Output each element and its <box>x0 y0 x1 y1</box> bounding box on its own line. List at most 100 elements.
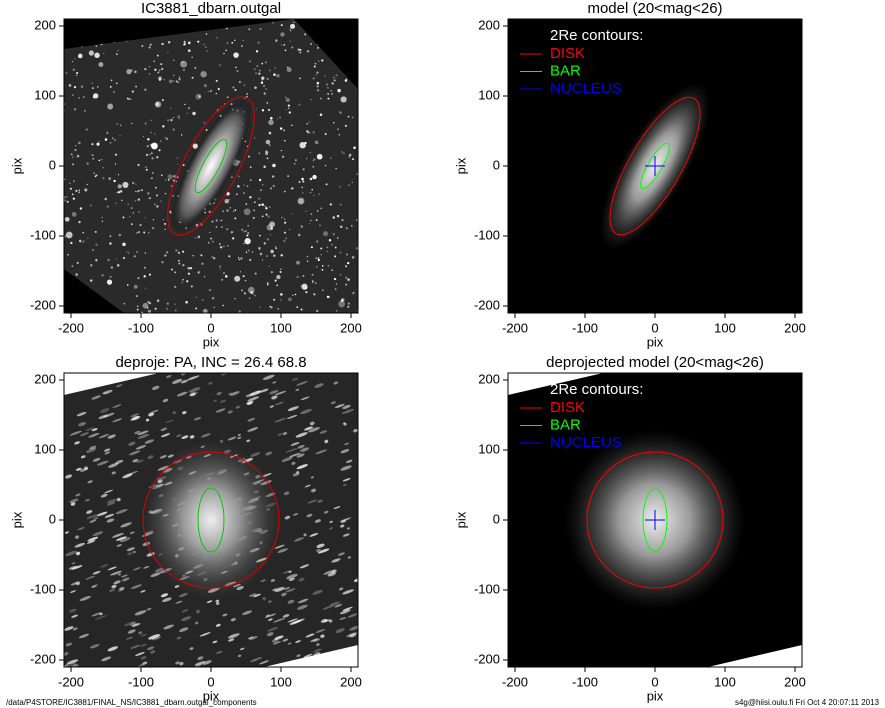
star <box>151 157 154 160</box>
streak <box>314 383 324 388</box>
x-tick-label: 100 <box>270 674 292 689</box>
star <box>98 159 101 162</box>
star <box>337 128 339 131</box>
star <box>163 78 165 81</box>
streak <box>108 588 116 592</box>
star <box>351 256 355 259</box>
star <box>310 98 312 101</box>
star <box>137 277 140 280</box>
star <box>339 273 342 276</box>
star <box>280 44 283 46</box>
star <box>267 215 270 218</box>
streak <box>65 550 77 557</box>
star <box>313 194 315 197</box>
star <box>319 97 322 100</box>
streak <box>100 564 109 568</box>
star <box>136 251 138 253</box>
star <box>162 219 165 221</box>
streak <box>176 636 182 640</box>
streak <box>265 451 273 456</box>
streak <box>99 612 103 616</box>
x-tick-label: -200 <box>502 674 528 689</box>
star <box>136 190 139 193</box>
star <box>258 247 261 250</box>
star <box>309 191 312 194</box>
star <box>164 228 166 231</box>
star <box>143 275 146 278</box>
star <box>327 265 330 267</box>
star <box>108 177 111 180</box>
x-tick-label: -200 <box>58 320 84 335</box>
star <box>353 146 356 150</box>
star <box>211 297 215 300</box>
x-tick-label: -100 <box>572 320 598 335</box>
star <box>235 66 237 69</box>
star <box>287 104 291 107</box>
star <box>328 239 332 242</box>
star <box>272 22 274 24</box>
star <box>314 282 317 285</box>
star <box>252 216 255 220</box>
streak <box>262 374 275 380</box>
star <box>144 252 147 254</box>
star <box>265 139 271 145</box>
star <box>244 97 246 99</box>
star <box>142 302 149 309</box>
star <box>273 298 276 301</box>
streak <box>250 658 257 663</box>
streak <box>303 533 307 537</box>
streak <box>333 506 341 510</box>
star <box>78 141 81 145</box>
star <box>101 220 104 222</box>
star <box>156 299 160 302</box>
star <box>115 202 117 204</box>
star <box>243 275 245 277</box>
streak <box>274 417 287 423</box>
star <box>82 231 85 234</box>
streak <box>247 396 260 402</box>
x-tick-label: 0 <box>207 320 214 335</box>
star <box>154 203 156 206</box>
star <box>119 124 122 127</box>
x-tick-label: -100 <box>128 320 154 335</box>
star <box>317 257 320 260</box>
star <box>82 96 85 98</box>
streak <box>277 548 288 553</box>
streak <box>299 564 310 569</box>
star <box>237 175 240 178</box>
streak <box>274 401 284 406</box>
streak <box>229 391 240 396</box>
streak <box>181 609 189 613</box>
streak <box>202 660 212 665</box>
streak <box>206 600 213 603</box>
star <box>71 60 74 63</box>
bar-contour <box>642 488 668 552</box>
streak <box>265 614 270 617</box>
star <box>326 246 329 249</box>
star <box>91 154 94 157</box>
legend-label: NUCLEUS <box>550 80 622 97</box>
star <box>316 153 323 160</box>
star <box>260 189 262 192</box>
streak <box>304 484 311 488</box>
star <box>78 239 82 243</box>
y-tick-label: 100 <box>34 441 56 456</box>
star <box>110 266 114 269</box>
star <box>289 28 291 30</box>
star <box>148 196 152 200</box>
star <box>280 149 282 152</box>
star <box>236 69 239 73</box>
star <box>138 211 140 213</box>
star <box>258 234 261 237</box>
streak <box>300 447 310 452</box>
star <box>110 79 113 82</box>
star <box>182 250 185 253</box>
streak <box>130 416 141 421</box>
star <box>307 132 309 134</box>
star <box>285 96 287 99</box>
star <box>150 152 153 155</box>
star <box>182 278 184 281</box>
streak <box>129 450 141 456</box>
streak <box>88 432 100 438</box>
star <box>148 273 151 276</box>
